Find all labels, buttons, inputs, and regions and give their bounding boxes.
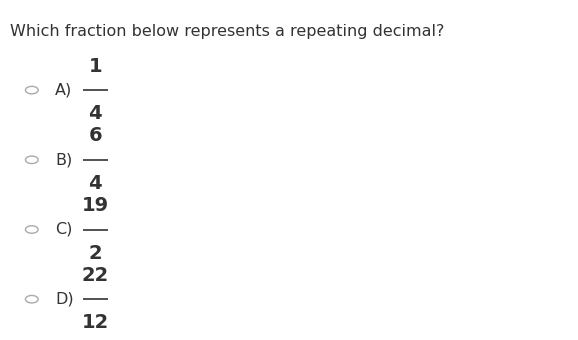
Text: B): B) xyxy=(55,152,72,167)
Text: Which fraction below represents a repeating decimal?: Which fraction below represents a repeat… xyxy=(10,24,445,39)
Text: 22: 22 xyxy=(81,266,109,285)
Text: 4: 4 xyxy=(88,104,102,123)
Text: C): C) xyxy=(55,222,72,237)
Text: D): D) xyxy=(55,292,73,307)
Text: 12: 12 xyxy=(81,313,109,333)
Text: 1: 1 xyxy=(88,57,102,76)
Text: 19: 19 xyxy=(82,196,109,215)
Text: A): A) xyxy=(55,83,72,98)
Text: 4: 4 xyxy=(88,174,102,193)
Text: 2: 2 xyxy=(88,244,102,263)
Text: 6: 6 xyxy=(88,126,102,146)
